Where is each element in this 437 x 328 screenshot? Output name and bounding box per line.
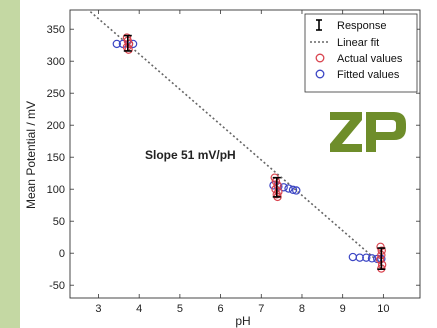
zp-logo <box>330 112 406 152</box>
x-axis-label: pH <box>235 314 250 328</box>
fitted-value-point <box>279 183 288 192</box>
x-tick-label: 8 <box>299 303 305 315</box>
actual-value-point <box>375 255 385 264</box>
legend: Response Linear fit Actual values Fitted… <box>304 13 418 93</box>
actual-value-point <box>377 260 387 269</box>
fitted-value-point <box>288 185 298 195</box>
response-errorbar <box>272 176 281 198</box>
fitted-value-point <box>292 186 301 195</box>
logo-letter-z <box>330 112 362 152</box>
y-tick-label: 350 <box>47 24 65 36</box>
x-tick-label: 3 <box>95 303 101 315</box>
linear-fit-line <box>87 10 384 267</box>
y-tick-label: 150 <box>47 152 65 164</box>
left-decorative-band <box>0 0 20 328</box>
legend-symbol-actual-circle <box>315 53 325 63</box>
y-tick-label: -50 <box>49 280 65 292</box>
legend-label-fitted-values: Fitted values <box>337 69 400 81</box>
linear-fit-layer <box>87 10 384 267</box>
y-axis-label: Mean Potential / mV <box>24 101 38 209</box>
slope-annotation: Slope 51 mV/pH <box>145 148 236 162</box>
fitted-value-point <box>362 253 371 262</box>
legend-symbol-fitted-circle <box>315 69 325 79</box>
legend-symbol-errorbar <box>316 19 322 31</box>
x-tick-label: 6 <box>218 303 224 315</box>
y-tick-label: 100 <box>47 184 65 196</box>
y-tick-label: 50 <box>53 216 65 228</box>
fitted-value-point <box>367 254 377 263</box>
y-tick-label: 250 <box>47 88 65 100</box>
actual-value-point <box>124 45 133 54</box>
errorbar-layer <box>123 34 386 271</box>
legend-label-linear-fit: Linear fit <box>337 37 379 49</box>
actual-value-point <box>271 184 280 194</box>
y-tick-label: 200 <box>47 120 65 132</box>
legend-box <box>304 13 418 93</box>
x-tick-label: 7 <box>258 303 264 315</box>
fitted-value-point <box>284 184 293 193</box>
y-tick-label: 300 <box>47 56 65 68</box>
actual-value-point <box>376 242 385 251</box>
response-errorbar <box>123 34 132 52</box>
legend-label-response: Response <box>337 20 387 32</box>
fitted-value-point <box>112 39 122 49</box>
y-tick-label: 0 <box>59 248 65 260</box>
response-errorbar <box>377 247 386 271</box>
legend-label-actual-values: Actual values <box>337 53 403 65</box>
x-tick-label: 9 <box>340 303 346 315</box>
x-tick-label: 4 <box>136 303 142 315</box>
x-tick-label: 5 <box>177 303 183 315</box>
fitted-value-point <box>355 253 364 262</box>
logo-letter-p <box>366 112 406 152</box>
x-tick-label: 10 <box>377 303 389 315</box>
fitted-value-point <box>274 182 283 191</box>
axis-ticks: 3 4 5 6 7 8 9 10 -50 0 50 100 150 200 250 300 350 <box>47 10 420 315</box>
